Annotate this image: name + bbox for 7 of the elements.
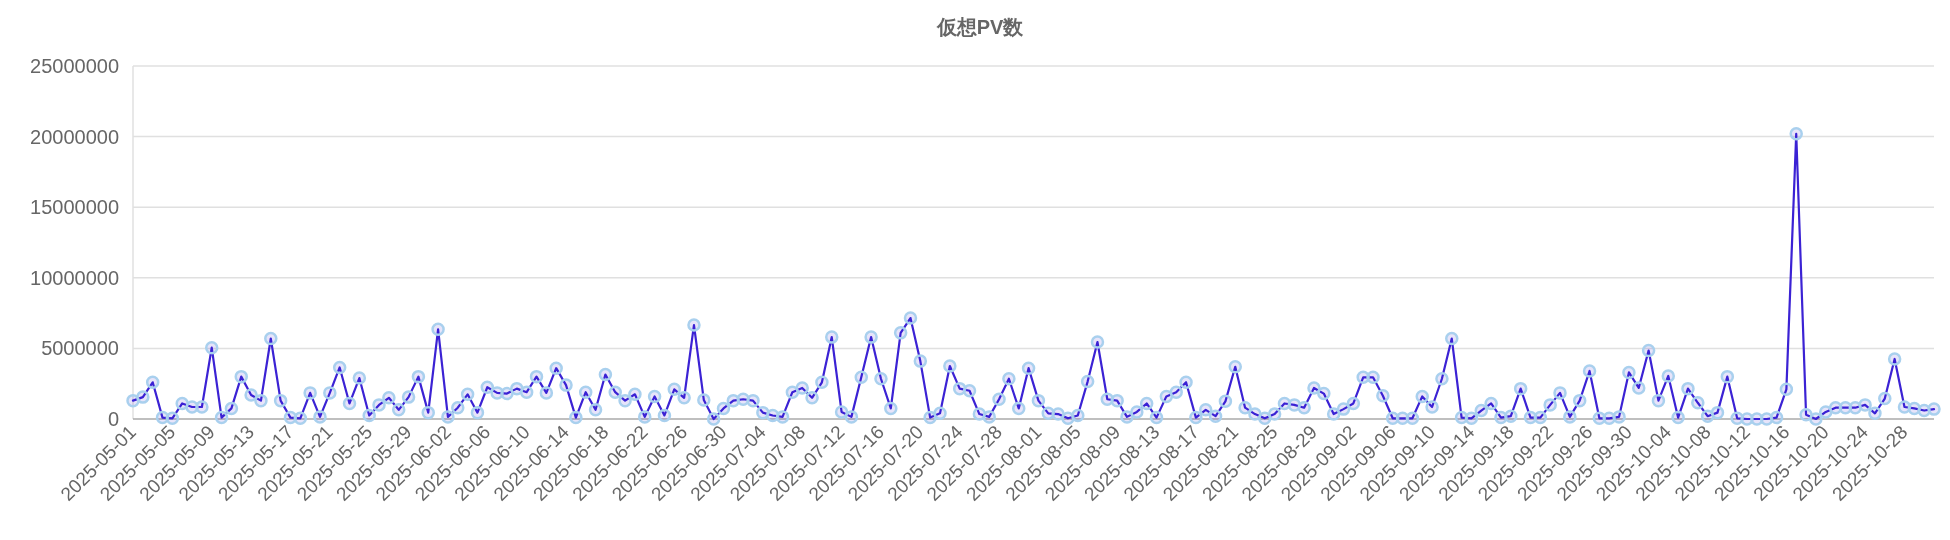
y-tick-label: 25000000 <box>30 55 119 77</box>
y-tick-label: 0 <box>107 408 119 430</box>
chart-title: 仮想PV数 <box>935 16 1025 38</box>
y-tick-label: 10000000 <box>30 266 119 289</box>
y-tick-label: 20000000 <box>30 125 119 148</box>
y-tick-label: 5000000 <box>41 337 119 360</box>
y-tick-label: 15000000 <box>30 196 119 219</box>
